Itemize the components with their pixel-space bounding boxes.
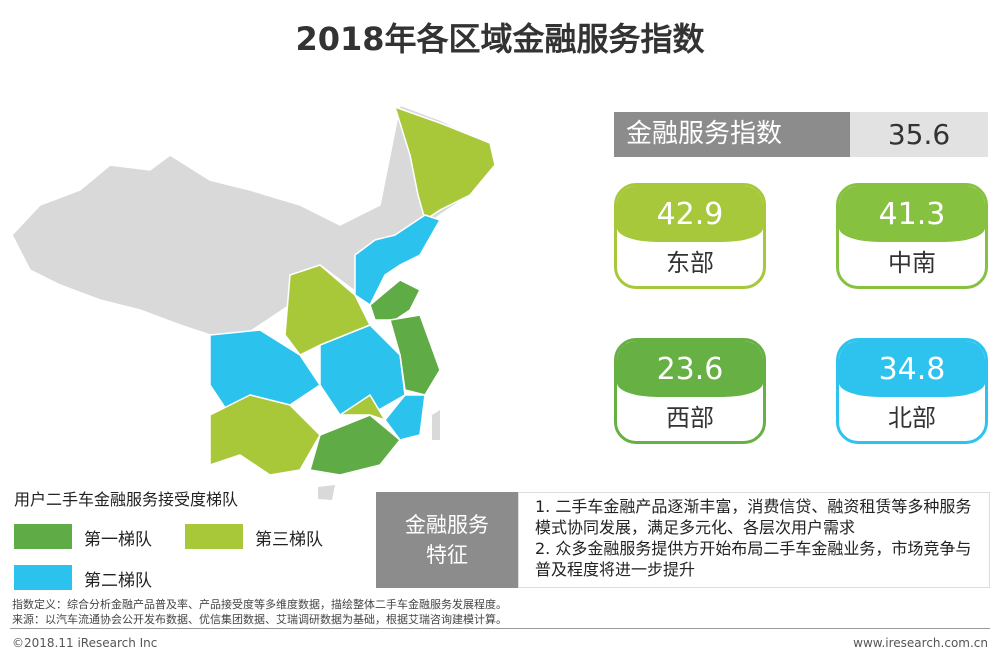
divider (10, 628, 990, 629)
footer-left: ©2018.11 iResearch Inc (12, 636, 158, 650)
region-card: 42.9 东部 (614, 183, 766, 289)
region-hunan (337, 393, 387, 422)
note: 来源：以汽车流通协会公开发布数据、优信集团数据、艾瑞调研数据为基础，根据艾瑞咨询… (12, 613, 507, 626)
legend-label: 第三梯队 (255, 530, 323, 550)
region-west (284, 264, 372, 356)
legend-title: 用户二手车金融服务接受度梯队 (14, 490, 239, 509)
footer-right: www.iresearch.com.cn (853, 636, 988, 650)
legend-label: 第一梯队 (84, 530, 152, 550)
region-card: 23.6 西部 (614, 338, 766, 444)
region-value: 34.8 (839, 341, 985, 397)
region-fujian (384, 394, 426, 441)
region-south (209, 394, 321, 476)
region-taiwan (432, 410, 440, 440)
feature-item: 2. 众多金融服务提供方开始布局二手车金融业务，市场竞争与普及程度将进一步提升 (535, 539, 972, 579)
features-label: 金融服务 特征 (376, 492, 518, 588)
region-value: 41.3 (839, 186, 985, 242)
region-shandong (369, 279, 422, 321)
note: 指数定义：综合分析金融产品普及率、产品接受度等多维度数据，描绘整体二手车金融服务… (12, 598, 507, 611)
map (11, 103, 496, 500)
region-north (354, 214, 442, 307)
features-label-line: 特征 (426, 543, 468, 567)
region-northeast (393, 105, 496, 222)
features-label-line: 金融服务 (405, 513, 489, 537)
region-name: 东部 (666, 249, 714, 277)
feature-item: 1. 二手车金融产品逐渐丰富，消费信贷、融资租赁等多种服务模式协同发展，满足多元… (535, 497, 972, 537)
map-base (11, 103, 496, 346)
legend-swatch (14, 524, 72, 549)
region-hainan (318, 485, 335, 500)
index-value: 35.6 (850, 112, 988, 157)
title: 2018年各区域金融服务指数 (295, 20, 705, 58)
features-list: 1. 二手车金融产品逐渐丰富，消费信贷、融资租赁等多种服务模式协同发展，满足多元… (518, 492, 990, 588)
region-value: 23.6 (617, 341, 763, 397)
region-name: 西部 (666, 404, 714, 432)
legend-swatch (14, 565, 72, 590)
region-guangdong (309, 414, 402, 476)
region-value: 42.9 (617, 186, 763, 242)
legend-swatch (185, 524, 243, 549)
region-card: 34.8 北部 (836, 338, 988, 444)
region-central (319, 324, 406, 416)
region-card: 41.3 中南 (836, 183, 988, 289)
legend-label: 第二梯队 (84, 571, 152, 591)
index-label: 金融服务指数 (614, 112, 850, 157)
region-name: 中南 (888, 249, 936, 277)
region-name: 北部 (888, 404, 936, 432)
